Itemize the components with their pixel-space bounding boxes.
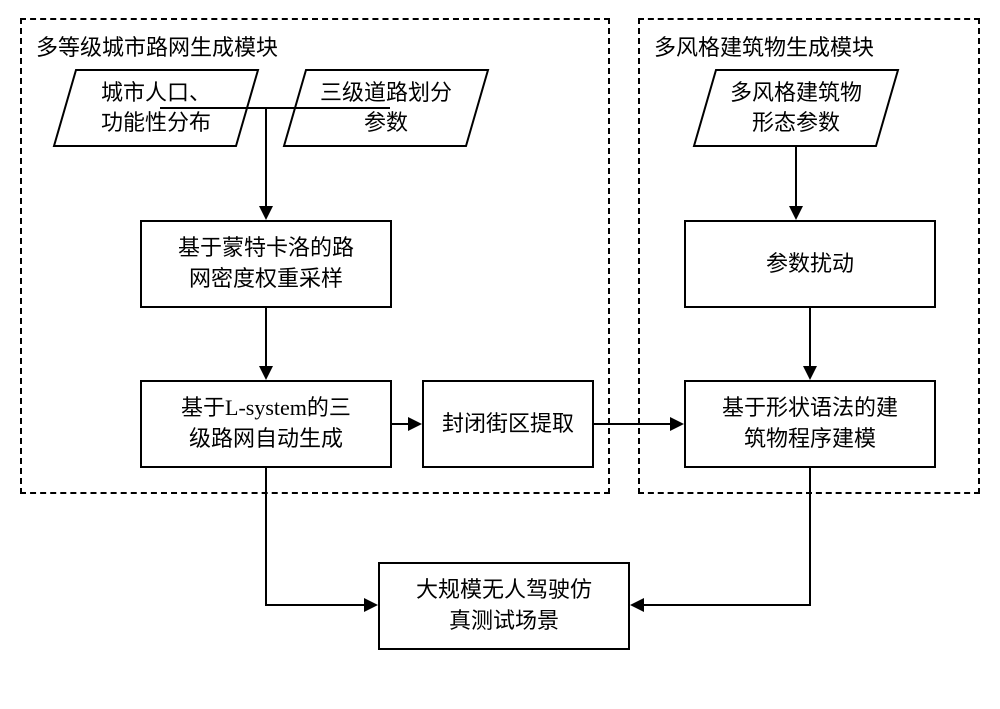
arrowhead-icon (670, 417, 684, 431)
connector (809, 308, 811, 366)
connector (809, 468, 811, 606)
diagram-canvas: 多等级城市路网生成模块 多风格建筑物生成模块 城市人口、功能性分布 三级道路划分… (0, 0, 1000, 709)
module-label-left: 多等级城市路网生成模块 (36, 30, 278, 62)
box-block-extract-text: 封闭街区提取 (442, 409, 574, 440)
arrowhead-icon (630, 598, 644, 612)
box-perturb: 参数扰动 (684, 220, 936, 308)
connector (265, 308, 267, 366)
connector (265, 468, 267, 606)
arrowhead-icon (364, 598, 378, 612)
arrowhead-icon (259, 206, 273, 220)
box-lsystem: 基于L-system的三级路网自动生成 (140, 380, 392, 468)
arrowhead-icon (803, 366, 817, 380)
connector (594, 423, 672, 425)
connector (265, 604, 365, 606)
arrowhead-icon (259, 366, 273, 380)
connector (160, 107, 390, 109)
box-lsystem-text: 基于L-system的三级路网自动生成 (181, 393, 351, 455)
box-perturb-text: 参数扰动 (766, 249, 854, 280)
input-building-params-text: 多风格建筑物形态参数 (706, 70, 886, 146)
box-shape-grammar: 基于形状语法的建筑物程序建模 (684, 380, 936, 468)
input-building-params: 多风格建筑物形态参数 (694, 70, 898, 146)
arrowhead-icon (408, 417, 422, 431)
connector (795, 146, 797, 206)
module-label-right: 多风格建筑物生成模块 (654, 30, 874, 62)
box-block-extract: 封闭街区提取 (422, 380, 594, 468)
box-shape-grammar-text: 基于形状语法的建筑物程序建模 (722, 393, 898, 455)
box-monte-carlo-text: 基于蒙特卡洛的路网密度权重采样 (178, 233, 354, 295)
box-final-scene: 大规模无人驾驶仿真测试场景 (378, 562, 630, 650)
connector (265, 108, 267, 206)
arrowhead-icon (789, 206, 803, 220)
connector (642, 604, 811, 606)
box-monte-carlo: 基于蒙特卡洛的路网密度权重采样 (140, 220, 392, 308)
box-final-scene-text: 大规模无人驾驶仿真测试场景 (416, 575, 592, 637)
